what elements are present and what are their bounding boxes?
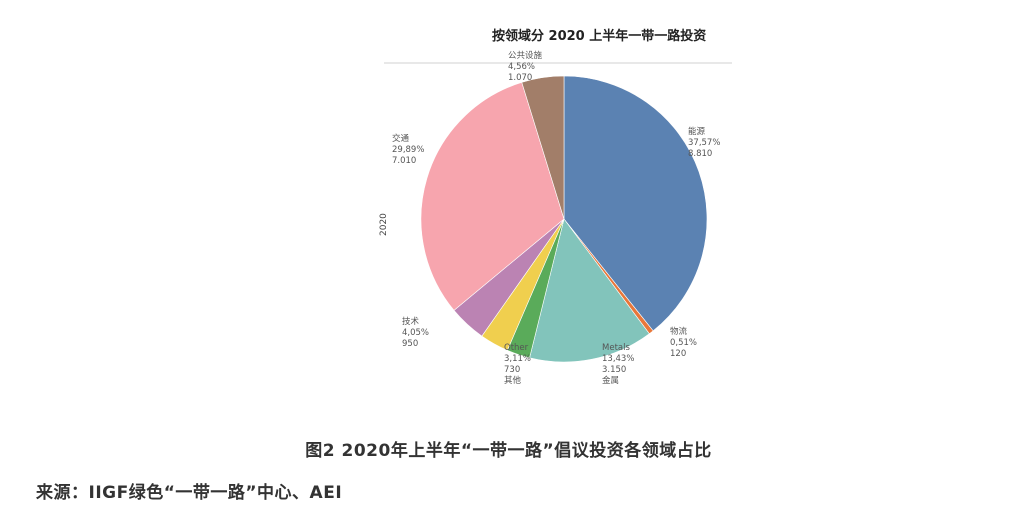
slice-label-line: 120: [670, 349, 686, 359]
slice-label: 交通 29,89% 7.010: [392, 133, 424, 166]
chart-figure: 按领域分 2020 上半年一带一路投资 2020 能源 37,57% 8.810 物流…: [372, 18, 772, 418]
pie-slice: [529, 218, 650, 363]
slice-label-line: 1.070: [508, 73, 532, 83]
slice-label-line: Metals: [602, 343, 630, 353]
slice-label-line: 其他: [504, 375, 522, 386]
pie-slice: [563, 75, 708, 332]
slice-label-line: 8.810: [688, 149, 712, 159]
slice-label-line: 37,57%: [688, 138, 720, 148]
slice-label: 技术 4,05% 950: [402, 316, 429, 349]
y-side-label: 2020: [379, 213, 389, 236]
slice-label-line: 13,43%: [602, 354, 634, 364]
slice-label-line: 730: [504, 365, 520, 375]
figure-caption: 图2 2020年上半年“一带一路”倡议投资各领域占比: [305, 441, 712, 461]
slice-label-line: 7.010: [392, 156, 416, 166]
slice-label-line: 29,89%: [392, 145, 424, 155]
slice-label: Other 3,11% 730 其他: [504, 343, 531, 386]
slice-label: 公共设施 4,56% 1.070: [508, 50, 543, 83]
pie-chart: 按领域分 2020 上半年一带一路投资 2020 能源 37,57% 8.810 物流…: [379, 28, 732, 386]
slice-label-line: 3.150: [602, 365, 626, 375]
pie-slice: [420, 81, 565, 311]
slice-label-line: 4,05%: [402, 328, 429, 338]
slice-label-line: 4,56%: [508, 62, 535, 72]
slice-label-line: 950: [402, 339, 418, 349]
slice-label-line: Other: [504, 343, 529, 353]
slice-label-line: 交通: [392, 133, 410, 144]
source-note: 来源：IIGF绿色“一带一路”中心、AEI: [36, 483, 343, 503]
slice-label-line: 能源: [688, 126, 706, 137]
slice-label: Metals 13,43% 3.150 金属: [602, 343, 634, 386]
pie-slice: [521, 75, 565, 220]
slice-label-line: 公共设施: [508, 50, 543, 61]
slice-label-line: 技术: [402, 316, 420, 327]
slice-label-line: 0,51%: [670, 338, 697, 348]
slice-label-line: 物流: [670, 326, 688, 337]
slice-label-line: 金属: [602, 375, 619, 386]
slice-label: 物流 0,51% 120: [670, 326, 697, 359]
slice-label-line: 3,11%: [504, 354, 531, 364]
slice-label: 能源 37,57% 8.810: [688, 126, 720, 159]
chart-title: 按领域分 2020 上半年一带一路投资: [492, 28, 706, 44]
